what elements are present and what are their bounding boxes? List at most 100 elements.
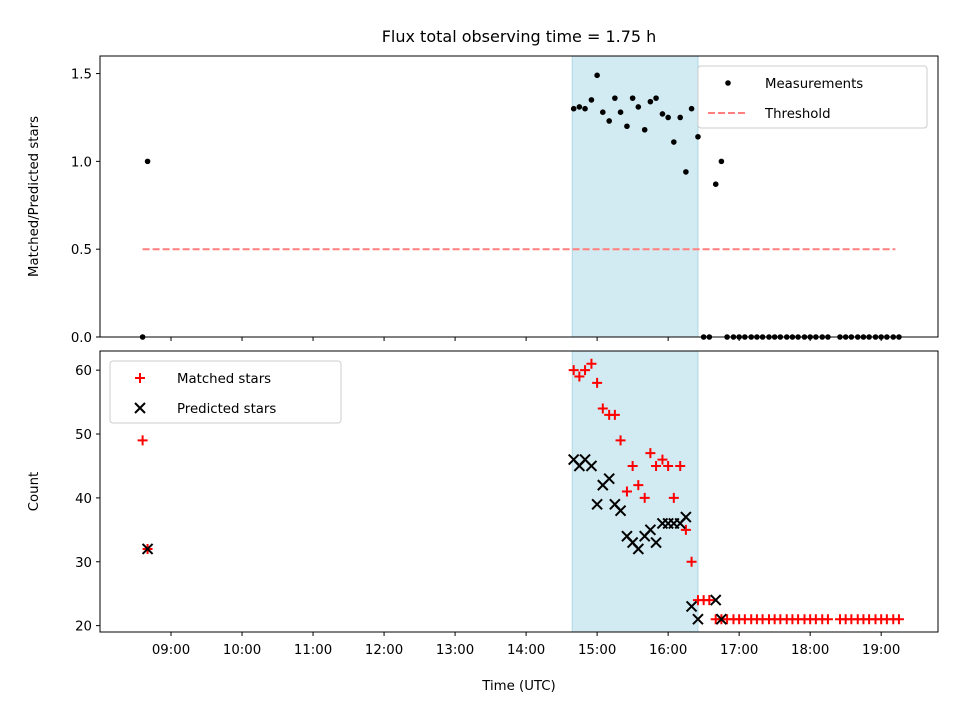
matched-star-point [668, 492, 679, 503]
legend: Measurements Threshold [697, 65, 928, 129]
measurement-point [617, 109, 624, 115]
measurement-point [588, 97, 595, 103]
x-axis-label: Time (UTC) [481, 679, 556, 694]
predicted-star-point [710, 594, 722, 606]
matched-star-point [609, 409, 620, 420]
measurement-point [594, 72, 600, 79]
observing-window-shade [572, 56, 698, 337]
measurement-point [576, 104, 583, 110]
y-tick-label: 60 [75, 364, 92, 379]
x-tick-label: 12:00 [365, 643, 403, 658]
matched-star-point [657, 454, 668, 465]
measurement-point [665, 114, 671, 121]
y-tick-label: 40 [75, 492, 92, 507]
matched-star-point [592, 377, 603, 388]
legend-label: Matched stars [177, 372, 271, 387]
plot-frame [99, 55, 939, 338]
matched-star-point [822, 614, 833, 625]
y-tick-label: 1.0 [71, 155, 92, 170]
predicted-star-point [632, 543, 645, 555]
measurement-point [683, 169, 689, 175]
matched-star-point [580, 365, 591, 376]
measurement-point [695, 133, 701, 140]
y-axis-label: Matched/Predicted stars [27, 116, 42, 277]
matched-star-point [686, 556, 697, 567]
measurement-point [612, 95, 618, 101]
matched-star-point [675, 460, 686, 471]
legend-label: Threshold [764, 107, 831, 122]
measurement-point [144, 158, 151, 165]
x-tick-label: 10:00 [223, 643, 261, 658]
predicted-star-point [141, 543, 154, 555]
measurement-point [647, 98, 654, 105]
matched-star-point [893, 614, 904, 625]
series-predicted-stars [141, 453, 728, 625]
y-tick-label: 20 [75, 620, 92, 635]
bottom-panel: 20 30 40 50 60 09:00 10:00 11:00 12:00 13:00 14:00… [27, 350, 939, 658]
x-tick-label: 11:00 [294, 643, 332, 658]
measurement-point [635, 104, 642, 110]
x-tick-label: 09:00 [152, 643, 190, 658]
y-tick-label: 0.5 [71, 243, 92, 258]
matched-star-point [704, 595, 715, 606]
matched-star-point [627, 460, 638, 471]
y-tick-label: 50 [75, 428, 92, 443]
x-tick-label: 18:00 [791, 643, 829, 658]
predicted-star-point [715, 613, 728, 625]
matched-star-point [137, 435, 148, 446]
measurement-point [606, 118, 612, 124]
matched-star-point [645, 448, 656, 459]
measurement-point [653, 95, 659, 101]
legend-label: Predicted stars [177, 402, 276, 417]
measurement-point [659, 111, 666, 117]
matched-star-point [639, 492, 650, 503]
measurement-point [712, 181, 719, 188]
x-tick-label: 15:00 [578, 643, 616, 658]
matched-star-point [586, 358, 597, 369]
legend-label: Measurements [765, 77, 863, 92]
measurement-point [629, 95, 636, 101]
legend-marker [135, 373, 145, 383]
predicted-star-point [685, 600, 698, 613]
predicted-star-point [585, 460, 598, 472]
matched-star-point [651, 460, 662, 471]
chart-title: Flux total observing time = 1.75 h [382, 27, 657, 46]
measurement-point [570, 105, 577, 112]
matched-star-point [615, 435, 626, 446]
x-tick-label: 13:00 [436, 643, 474, 658]
measurement-point [718, 158, 725, 165]
predicted-star-point [603, 473, 615, 485]
measurement-point [582, 105, 588, 112]
measurement-point [677, 114, 684, 121]
x-tick-label: 16:00 [649, 643, 687, 658]
predicted-star-point [692, 613, 704, 625]
measurement-point [671, 139, 677, 145]
legend: Matched stars Predicted stars [109, 360, 342, 424]
x-tick-label: 17:00 [720, 643, 758, 658]
predicted-star-point [614, 504, 627, 517]
matched-star-point [663, 460, 674, 471]
y-tick-label: 0.0 [71, 331, 92, 346]
observing-window-shade [572, 351, 698, 632]
predicted-star-point [680, 511, 692, 523]
matched-star-point [680, 524, 691, 535]
matched-star-point [621, 486, 632, 497]
predicted-star-point [591, 498, 603, 510]
legend-marker [725, 80, 731, 86]
legend-box [697, 65, 928, 129]
plot-frame [99, 350, 939, 633]
predicted-star-point [650, 536, 662, 549]
matched-star-point [597, 403, 608, 414]
x-tick-label: 19:00 [862, 643, 900, 658]
legend-marker [134, 402, 146, 414]
matched-star-point [574, 371, 585, 382]
y-tick-label: 30 [75, 556, 92, 571]
measurement-point [688, 105, 695, 112]
top-panel: 0.0 0.5 1.0 1.5 Matched/Predicted stars Measu… [27, 55, 939, 346]
predicted-star-point [644, 524, 657, 536]
y-axis-label: Count [27, 472, 42, 512]
measurement-point [600, 109, 606, 115]
y-tick-label: 1.5 [71, 68, 92, 83]
matched-star-point [568, 365, 579, 376]
